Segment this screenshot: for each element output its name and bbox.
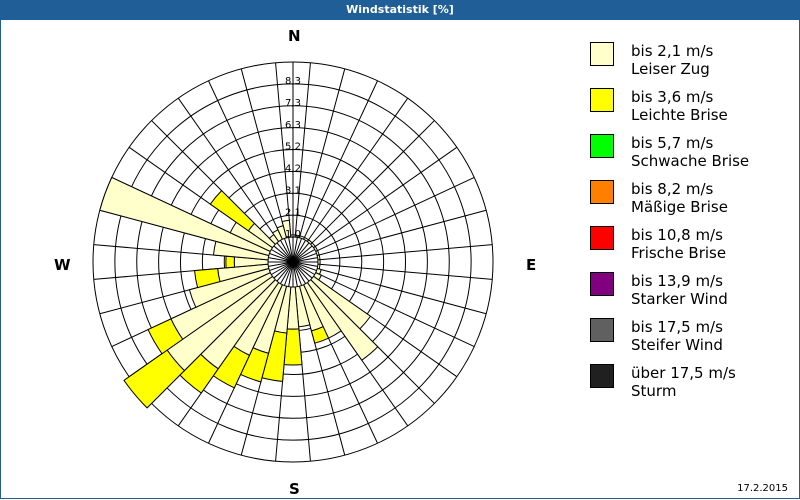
radial-tick-label: 2,1 [285,207,301,218]
radial-tick-label: 1,0 [285,229,301,240]
compass-east: E [526,256,537,274]
wind-sector [123,349,186,409]
wind-sector [147,318,184,355]
compass-north: N [288,27,301,45]
legend-range: bis 2,1 m/s [631,42,714,60]
legend-swatch [590,134,614,158]
legend-label: Schwache Brise [631,152,750,170]
legend-range: bis 5,7 m/s [631,134,714,152]
legend-swatch [590,226,614,250]
legend-swatch [590,180,614,204]
radial-tick-label: 3,1 [285,185,301,196]
legend-label: Starker Wind [631,290,728,308]
wind-sector [194,268,221,289]
wind-sector [188,261,294,308]
compass-south: S [289,480,300,498]
radial-tick-label: 4,2 [285,164,301,175]
wind-sector [310,326,330,344]
radial-tick-label: 7,3 [285,98,301,109]
legend-label: Frische Brise [631,244,727,262]
compass-west: W [54,256,71,274]
legend-swatch [590,318,614,342]
legend-swatch [590,364,614,388]
legend-label: Leichte Brise [631,106,728,124]
radial-tick-label: 8,3 [285,76,301,87]
radial-tick-label: 6,3 [285,120,301,131]
legend-range: bis 10,8 m/s [631,226,723,244]
legend-swatch [590,88,614,112]
legend-swatch [590,42,614,66]
legend-range: bis 8,2 m/s [631,180,714,198]
legend-swatch [590,272,614,296]
legend-label: Leiser Zug [631,60,710,78]
wind-sector [99,176,294,263]
legend-label: Mäßige Brise [631,198,728,216]
window-title: Windstatistik [%] [0,0,800,20]
radial-tick-label: 5,2 [285,142,301,153]
wind-sector [292,261,379,361]
date-label: 17.2.2015 [737,483,788,494]
wind-sector [225,255,236,269]
legend-label: Steifer Wind [631,336,723,354]
legend-range: bis 17,5 m/s [631,318,723,336]
legend-label: Sturm [631,382,677,400]
wind-sector [209,189,256,232]
legend-range: bis 3,6 m/s [631,88,714,106]
legend-range: über 17,5 m/s [631,364,736,382]
legend-range: bis 13,9 m/s [631,272,723,290]
